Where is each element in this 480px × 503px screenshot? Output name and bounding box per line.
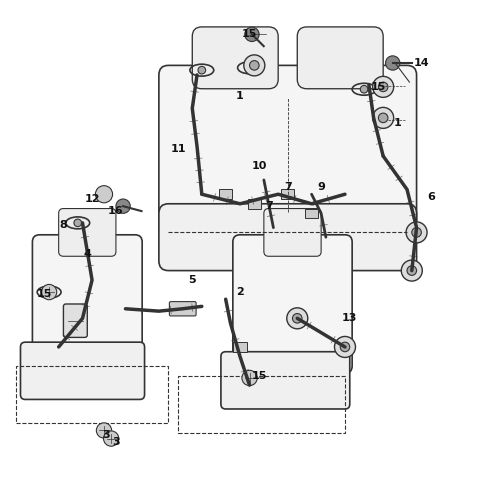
Circle shape [335, 337, 356, 358]
Circle shape [198, 66, 205, 74]
Text: 1: 1 [394, 118, 401, 128]
Circle shape [245, 27, 259, 42]
FancyBboxPatch shape [33, 235, 142, 364]
Text: 7: 7 [284, 182, 291, 192]
Circle shape [96, 186, 113, 203]
Text: 3: 3 [112, 438, 120, 447]
Text: 9: 9 [317, 182, 325, 192]
Text: 1: 1 [236, 92, 244, 102]
FancyBboxPatch shape [219, 190, 232, 199]
Text: 15: 15 [252, 371, 267, 381]
Circle shape [372, 76, 394, 98]
Circle shape [385, 56, 400, 70]
Circle shape [407, 266, 417, 275]
Circle shape [406, 222, 427, 243]
Circle shape [45, 288, 53, 296]
Text: 14: 14 [414, 58, 429, 68]
FancyBboxPatch shape [264, 209, 321, 256]
Text: 15: 15 [371, 82, 386, 92]
Text: 11: 11 [170, 144, 186, 154]
FancyBboxPatch shape [221, 352, 350, 409]
Text: 15: 15 [242, 29, 257, 39]
Circle shape [74, 219, 82, 227]
FancyBboxPatch shape [192, 27, 278, 89]
Circle shape [360, 86, 368, 93]
FancyBboxPatch shape [297, 27, 383, 89]
FancyBboxPatch shape [169, 302, 196, 316]
Text: 16: 16 [108, 206, 124, 216]
FancyBboxPatch shape [159, 204, 417, 271]
Text: 3: 3 [103, 430, 110, 440]
Circle shape [104, 431, 119, 446]
Text: 8: 8 [60, 220, 67, 230]
Text: 12: 12 [84, 194, 100, 204]
Circle shape [244, 55, 265, 76]
Text: 6: 6 [427, 192, 435, 202]
Text: 2: 2 [236, 287, 244, 297]
Circle shape [41, 284, 57, 300]
Text: 7: 7 [265, 201, 273, 211]
Circle shape [378, 113, 388, 123]
FancyBboxPatch shape [233, 342, 247, 352]
Text: 4: 4 [84, 249, 91, 259]
Circle shape [412, 228, 421, 237]
Circle shape [287, 308, 308, 329]
FancyBboxPatch shape [59, 209, 116, 256]
FancyBboxPatch shape [21, 342, 144, 399]
Text: 13: 13 [342, 313, 358, 323]
FancyBboxPatch shape [281, 190, 294, 199]
FancyBboxPatch shape [305, 209, 318, 218]
FancyBboxPatch shape [248, 199, 261, 209]
Circle shape [246, 64, 253, 71]
Circle shape [340, 342, 350, 352]
Text: 10: 10 [252, 160, 267, 171]
Circle shape [378, 82, 388, 92]
Circle shape [96, 423, 112, 438]
FancyBboxPatch shape [63, 304, 87, 338]
Circle shape [401, 260, 422, 281]
Circle shape [292, 313, 302, 323]
Circle shape [372, 107, 394, 128]
Circle shape [250, 60, 259, 70]
FancyBboxPatch shape [233, 235, 352, 373]
Text: 5: 5 [189, 275, 196, 285]
Circle shape [242, 370, 257, 386]
Circle shape [116, 199, 130, 213]
FancyBboxPatch shape [159, 65, 417, 237]
Text: 15: 15 [36, 289, 52, 299]
